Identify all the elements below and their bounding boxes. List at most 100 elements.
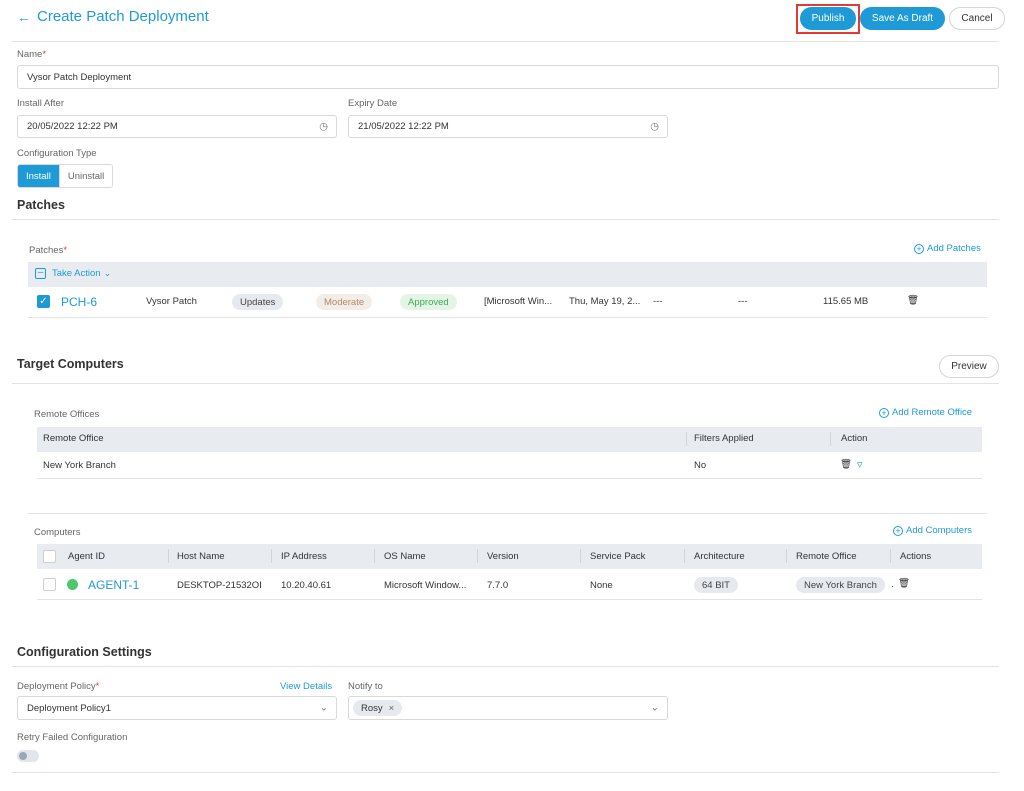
name-value: Vysor Patch Deployment [27,71,132,83]
chevron-down-icon: ⌄ [650,702,659,714]
uninstall-option[interactable]: Uninstall [58,165,113,187]
target-computers-title: Target Computers [17,357,124,371]
remote-offices-label: Remote Offices [34,409,100,420]
column-separator [271,549,272,563]
trash-icon[interactable]: 🗑 [898,578,911,589]
view-details-link[interactable]: View Details [280,681,332,692]
take-action-bar [28,262,987,287]
take-action-dropdown[interactable]: Take Action ⌄ [52,268,111,279]
architecture-badge: 64 BIT [694,577,738,593]
retry-failed-toggle[interactable] [17,750,39,762]
save-as-draft-button[interactable]: Save As Draft [860,7,945,30]
add-patches-link[interactable]: + Add Patches [914,243,981,254]
col-service-pack: Service Pack [590,551,646,562]
clock-icon: ◷ [319,121,328,132]
agent-id-link[interactable]: AGENT-1 [88,578,140,592]
col-actions: Actions [900,551,932,562]
divider [37,599,982,600]
patch-name: Vysor Patch [146,296,197,307]
install-after-input[interactable]: 20/05/2022 12:22 PM ◷ [17,115,337,138]
remote-office-table-header [37,427,982,452]
patch-size: 115.65 MB [823,296,869,307]
ip-address: 10.20.40.61 [281,580,332,591]
patches-section-title: Patches [17,198,65,212]
col-version: Version [487,551,519,562]
deployment-policy-value: Deployment Policy1 [27,702,111,714]
col-remote-office: Remote Office [796,551,857,562]
select-all-checkbox[interactable] [43,550,56,563]
install-after-label: Install After [17,98,64,109]
severity-badge: Moderate [316,294,373,310]
col-ip-address: IP Address [281,551,327,562]
computers-table-header [37,544,982,569]
add-remote-office-link[interactable]: + Add Remote Office [879,407,972,418]
patch-col8: --- [653,296,663,307]
notify-to-select[interactable]: Rosy × ⌄ [348,696,668,720]
divider [12,383,999,384]
install-after-value: 20/05/2022 12:22 PM [27,121,118,132]
patch-col9: --- [738,296,748,307]
col-agent-id: Agent ID [68,551,105,562]
patch-row-checkbox[interactable]: ✓ [37,295,50,308]
divider [37,478,982,479]
column-separator [830,432,831,446]
cancel-button[interactable]: Cancel [949,7,1005,30]
publish-button[interactable]: Publish [800,7,856,30]
page-header: ← Create Patch Deployment [17,8,209,25]
plus-circle-icon: + [893,525,903,536]
divider [12,772,999,773]
remote-office-name: New York Branch [43,460,116,471]
install-option[interactable]: Install [18,165,59,187]
online-status-icon [67,579,78,590]
divider [28,317,987,318]
notify-tag: Rosy × [353,700,403,716]
version: 7.7.0 [487,580,509,591]
column-separator [580,549,581,563]
col-host-name: Host Name [177,551,225,562]
page-title: Create Patch Deployment [37,8,209,25]
filters-applied-value: No [694,460,707,471]
plus-circle-icon: + [879,407,889,418]
divider [12,219,999,220]
deployment-policy-label: Deployment Policy* [17,681,100,692]
divider [12,41,999,42]
clock-icon: ◷ [650,121,659,132]
name-input[interactable]: Vysor Patch Deployment [17,65,999,89]
column-separator [477,549,478,563]
chevron-down-icon: ⌄ [319,702,328,714]
column-separator [374,549,375,563]
trash-icon[interactable]: 🗑 [840,459,853,470]
view-details-label: View Details [280,681,333,692]
partial-select-icon[interactable]: – [35,268,46,279]
expiry-date-input[interactable]: 21/05/2022 12:22 PM ◷ [348,115,668,138]
preview-button[interactable]: Preview [939,355,999,378]
column-separator [168,549,169,563]
col-os-name: OS Name [384,551,426,562]
patch-id-link[interactable]: PCH-6 [61,295,98,309]
patch-date: Thu, May 19, 2... [569,296,641,307]
os-name: Microsoft Window... [384,580,467,591]
add-computers-link[interactable]: + Add Computers [893,525,972,536]
column-separator [890,549,891,563]
arrow-left-icon[interactable]: ← [17,8,31,25]
col-action: Action [841,433,868,444]
patch-platform: [Microsoft Win... [484,296,553,307]
deployment-policy-select[interactable]: Deployment Policy1 ⌄ [17,696,337,720]
close-icon[interactable]: × [388,702,395,714]
column-separator [786,549,787,563]
configuration-settings-title: Configuration Settings [17,645,152,659]
add-patches-label: Add Patches [927,243,981,254]
more-indicator: . [891,579,894,590]
col-architecture: Architecture [694,551,745,562]
computers-label: Computers [34,527,81,538]
trash-icon[interactable]: 🗑 [907,295,920,306]
config-type-toggle: Install Uninstall [17,164,114,188]
col-filters-applied: Filters Applied [694,433,754,444]
filter-icon[interactable]: ▿ [857,459,863,471]
remote-office-badge: New York Branch [796,577,885,593]
computer-row-checkbox[interactable] [43,578,56,591]
retry-failed-label: Retry Failed Configuration [17,732,128,743]
notify-tag-label: Rosy [361,702,383,714]
add-computers-label: Add Computers [906,525,973,536]
status-badge: Approved [400,294,457,310]
